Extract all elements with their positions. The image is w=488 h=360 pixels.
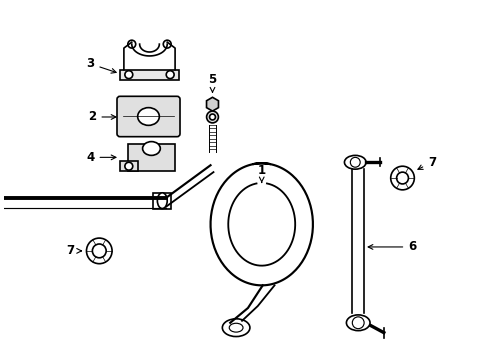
Text: 6: 6: [367, 240, 416, 253]
Text: 7: 7: [66, 244, 81, 257]
FancyBboxPatch shape: [117, 96, 180, 137]
Bar: [127, 144, 175, 171]
Circle shape: [163, 40, 171, 48]
Circle shape: [124, 71, 132, 78]
Text: 3: 3: [86, 57, 116, 73]
Text: 5: 5: [208, 73, 216, 92]
Bar: [120, 70, 179, 80]
Circle shape: [209, 114, 215, 120]
Ellipse shape: [344, 156, 366, 169]
Text: 4: 4: [86, 151, 116, 164]
Text: 1: 1: [257, 164, 265, 182]
Ellipse shape: [222, 319, 249, 337]
Text: 7: 7: [417, 156, 435, 169]
Circle shape: [127, 40, 136, 48]
Ellipse shape: [157, 193, 167, 208]
Bar: [153, 193, 171, 208]
Circle shape: [206, 111, 218, 123]
Circle shape: [124, 162, 132, 170]
Ellipse shape: [346, 315, 369, 330]
Bar: [120, 161, 138, 171]
Circle shape: [390, 166, 413, 190]
Circle shape: [166, 71, 174, 78]
Text: 2: 2: [88, 111, 116, 123]
Ellipse shape: [138, 108, 159, 125]
Ellipse shape: [142, 141, 160, 156]
Circle shape: [86, 238, 112, 264]
